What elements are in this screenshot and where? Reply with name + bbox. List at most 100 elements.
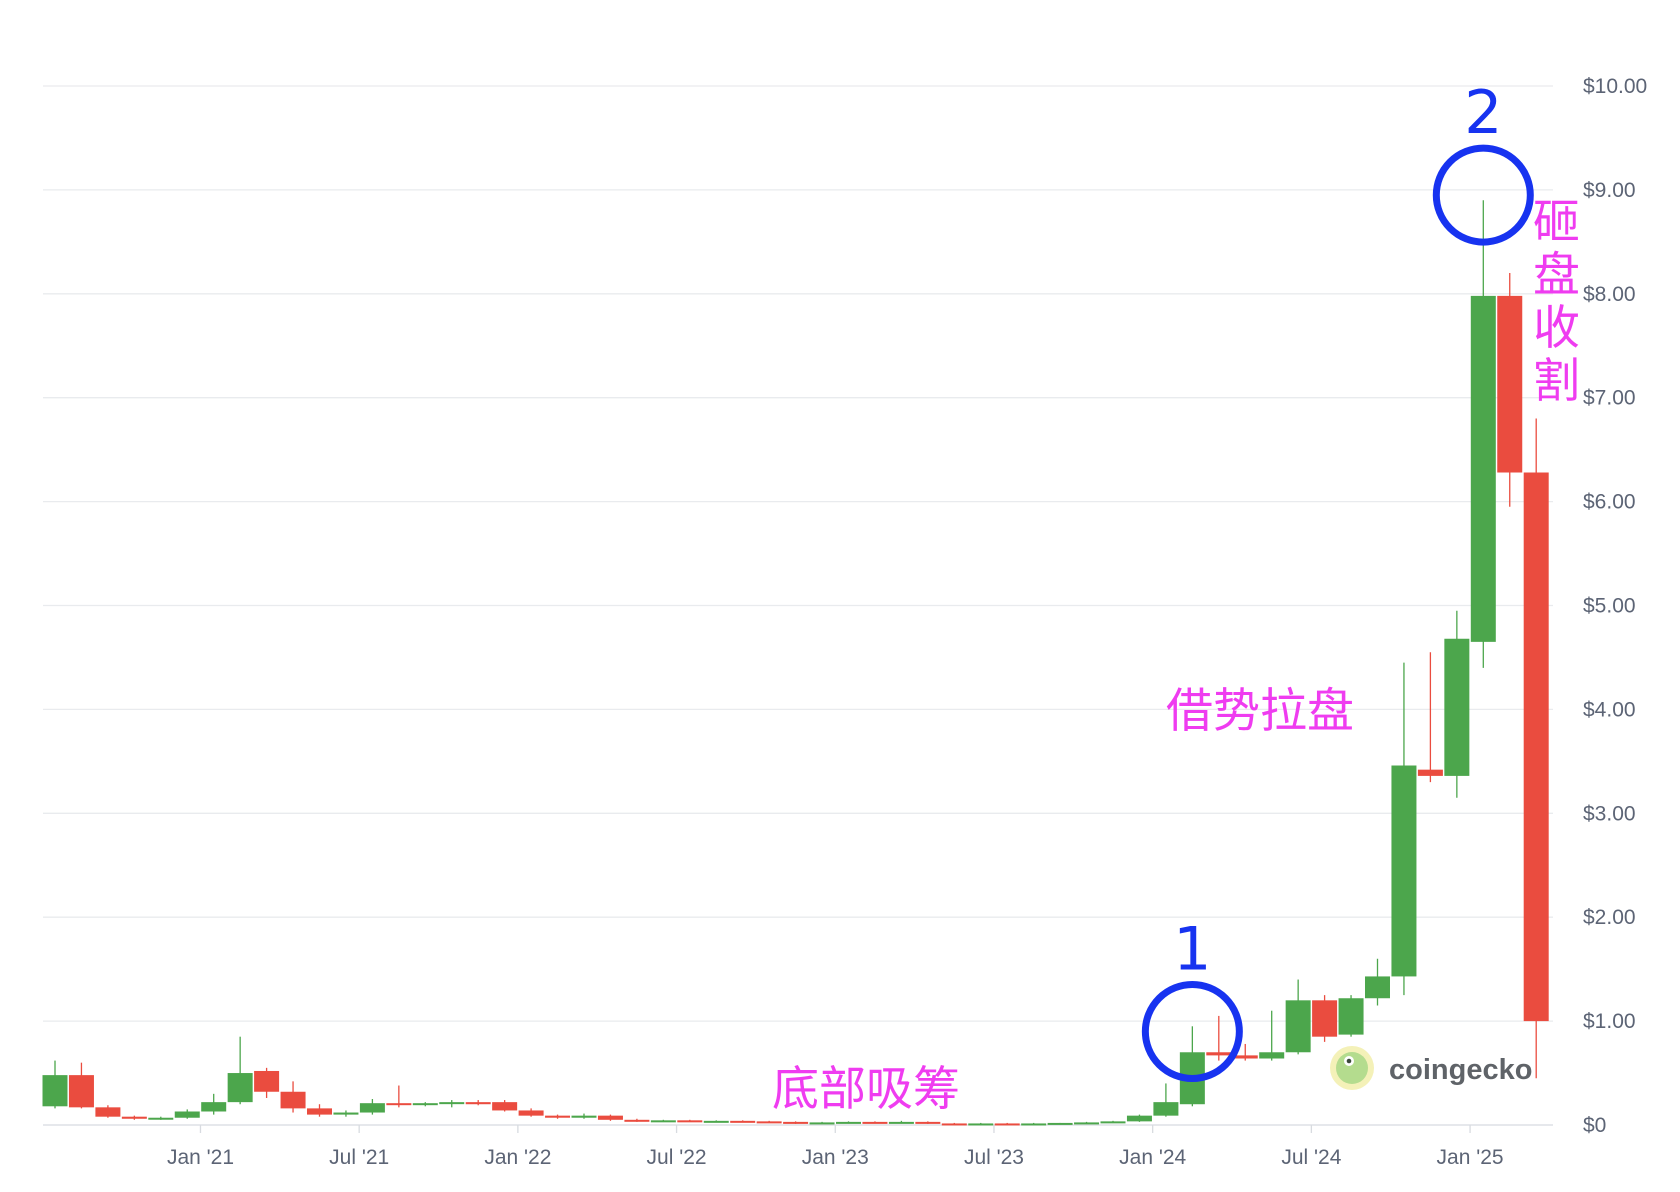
candle [1100,1120,1126,1124]
grid-lines [43,85,1553,1126]
candle [1523,418,1549,1079]
markers: 12 [1141,78,1534,1082]
candle-body [121,1116,147,1119]
candle-body [1126,1115,1152,1122]
candles [42,200,1549,1126]
annotation-dump: 砸 盘 收 割 [1533,195,1580,409]
candle [359,1099,385,1115]
gecko-icon [1330,1046,1374,1090]
candle [650,1119,676,1123]
annotation-dump-char: 砸 [1533,195,1580,250]
candle-body [1232,1055,1258,1059]
candle [730,1120,756,1123]
candle [994,1122,1020,1126]
candle [280,1081,306,1113]
y-tick-label: $4.00 [1583,698,1636,721]
candle [1232,1043,1258,1061]
annotation-dump-char: 收 [1533,301,1580,356]
candle-body [650,1120,676,1123]
watermark-text: coingecko [1389,1054,1532,1086]
candle-body [597,1115,623,1120]
candle-body [1365,976,1390,999]
annotation-dump-char: 盘 [1533,248,1580,303]
candle [439,1100,465,1108]
y-tick-label: $8.00 [1583,283,1636,306]
candle [1391,662,1417,996]
candle-body [492,1102,518,1111]
candle [1074,1121,1100,1125]
candle-body [1391,765,1417,977]
candle [1312,995,1338,1042]
candle-body [624,1119,650,1122]
candle-body [148,1117,174,1120]
candle [703,1120,729,1123]
annotation-bottom: 底部吸筹 [772,1062,960,1117]
candle-body [941,1123,967,1126]
candle-body [1312,1000,1338,1037]
candle [836,1121,861,1124]
candle-body [836,1121,861,1124]
candle [571,1113,597,1119]
candle-body [1074,1122,1100,1125]
candle [227,1036,253,1105]
candle-body [809,1122,835,1125]
candle [888,1120,914,1124]
marker-circle [1141,980,1243,1082]
candle [1206,1015,1232,1061]
candle-body [730,1120,756,1123]
y-tick-label: $9.00 [1583,179,1636,202]
candle-body [1047,1122,1073,1125]
candle-body [518,1110,544,1116]
candle-body [1021,1123,1047,1126]
candle [174,1109,200,1119]
candle-body [386,1103,412,1106]
candle [915,1121,941,1124]
candle [201,1093,227,1115]
y-tick-label: $7.00 [1583,387,1636,410]
candle-body [42,1075,68,1107]
candle [1047,1122,1073,1125]
candle [386,1085,412,1108]
y-tick-label: $5.00 [1583,595,1636,618]
candle-body [439,1102,465,1105]
candle [465,1100,491,1106]
candle-body [201,1102,227,1112]
candle-body [703,1120,729,1123]
candle-body [1285,1000,1311,1053]
candle-body [545,1115,571,1118]
y-tick-label: $10.00 [1583,75,1647,98]
candle-body [862,1121,888,1124]
candle-body [1100,1121,1126,1124]
annotation-dump-char: 割 [1533,354,1580,409]
coingecko-watermark: coingecko [1330,1046,1532,1090]
candle-body [756,1121,782,1124]
candle [1338,995,1364,1037]
candle-body [1417,769,1443,776]
candle [121,1115,147,1120]
candle-body [968,1123,994,1126]
candle [1126,1114,1152,1122]
candle-body [783,1121,809,1124]
candle-body [254,1070,280,1092]
candle [1470,200,1496,668]
x-tick-label: Jul '24 [1281,1146,1341,1169]
candle-body [677,1120,703,1123]
candle [518,1108,544,1117]
y-axis-ticks: $10.00 $9.00 $8.00 $7.00 $6.00 $5.00 $4.00 $3.0… [1583,75,1647,1137]
candle-body [307,1108,332,1115]
x-tick-label: Jul '22 [647,1146,707,1169]
candle [1153,1083,1179,1117]
candle [1179,1026,1205,1107]
y-tick-label: $1.00 [1583,1010,1636,1033]
candle [545,1114,571,1119]
candle-body [1470,295,1496,642]
candle-body [571,1115,597,1118]
candle [597,1114,623,1121]
marker-circle [1432,144,1534,246]
candle-body [1206,1052,1232,1056]
candle-body [95,1107,121,1117]
candle-body [280,1091,306,1109]
y-tick-label: $0 [1583,1114,1606,1137]
candle [1497,273,1523,507]
y-tick-label: $3.00 [1583,802,1636,825]
